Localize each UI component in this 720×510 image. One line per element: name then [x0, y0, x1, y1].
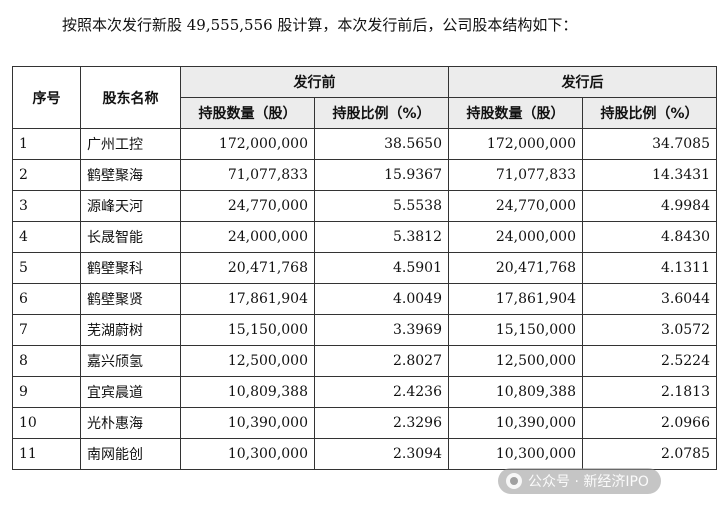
table-row: 11 南网能创 10,300,000 2.3094 10,300,000 2.0785: [12, 438, 717, 470]
wechat-channel-icon: [506, 473, 522, 489]
cell-serial-no: 4: [12, 221, 81, 253]
cell-after-shares: 10,809,388: [448, 376, 583, 408]
cell-before-shares: 10,809,388: [180, 376, 315, 408]
cell-before-ratio: 4.0049: [314, 283, 449, 315]
table-row: 6 鹤壁聚贤 17,861,904 4.0049 17,861,904 3.6044: [12, 283, 717, 315]
header-after-issuance: 发行后: [448, 66, 717, 98]
cell-before-shares: 10,390,000: [180, 407, 315, 439]
cell-after-ratio: 2.0785: [582, 438, 717, 470]
table-row: 1 广州工控 172,000,000 38.5650 172,000,000 34.708…: [12, 128, 717, 160]
cell-shareholder-name: 鹤壁聚贤: [80, 283, 181, 315]
cell-after-shares: 17,861,904: [448, 283, 583, 315]
header-before-issuance: 发行前: [180, 66, 449, 98]
cell-before-shares: 10,300,000: [180, 438, 315, 470]
cell-after-ratio: 4.9984: [582, 190, 717, 222]
cell-serial-no: 2: [12, 159, 81, 191]
cell-before-shares: 17,861,904: [180, 283, 315, 315]
cell-shareholder-name: 长晟智能: [80, 221, 181, 253]
cell-after-shares: 20,471,768: [448, 252, 583, 284]
table-subheader-row: 持股数量（股） 持股比例（%） 持股数量（股） 持股比例（%）: [13, 97, 717, 129]
cell-before-ratio: 2.3094: [314, 438, 449, 470]
table-row: 7 芜湖蔚树 15,150,000 3.3969 15,150,000 3.0572: [12, 314, 717, 346]
intro-paragraph: 按照本次发行新股 49,555,556 股计算，本次发行前后，公司股本结构如下：: [62, 16, 578, 34]
cell-serial-no: 6: [12, 283, 81, 315]
header-serial-no: 序号: [12, 66, 81, 129]
cell-serial-no: 8: [12, 345, 81, 377]
cell-shareholder-name: 鹤壁聚科: [80, 252, 181, 284]
cell-before-shares: 12,500,000: [180, 345, 315, 377]
cell-after-shares: 24,770,000: [448, 190, 583, 222]
cell-serial-no: 11: [12, 438, 81, 470]
subheader-after-ratio: 持股比例（%）: [582, 97, 717, 129]
cell-after-shares: 10,390,000: [448, 407, 583, 439]
cell-before-shares: 15,150,000: [180, 314, 315, 346]
table-row: 5 鹤壁聚科 20,471,768 4.5901 20,471,768 4.1311: [12, 252, 717, 284]
cell-before-ratio: 5.3812: [314, 221, 449, 253]
cell-serial-no: 7: [12, 314, 81, 346]
cell-serial-no: 3: [12, 190, 81, 222]
cell-before-ratio: 3.3969: [314, 314, 449, 346]
cell-after-ratio: 14.3431: [582, 159, 717, 191]
cell-before-ratio: 2.4236: [314, 376, 449, 408]
subheader-after-shares: 持股数量（股）: [448, 97, 583, 129]
cell-before-shares: 24,770,000: [180, 190, 315, 222]
cell-shareholder-name: 嘉兴颀氢: [80, 345, 181, 377]
cell-after-shares: 10,300,000: [448, 438, 583, 470]
cell-after-ratio: 4.1311: [582, 252, 717, 284]
cell-after-ratio: 2.5224: [582, 345, 717, 377]
cell-before-shares: 172,000,000: [180, 128, 315, 160]
cell-after-shares: 172,000,000: [448, 128, 583, 160]
cell-before-shares: 71,077,833: [180, 159, 315, 191]
cell-before-shares: 24,000,000: [180, 221, 315, 253]
cell-after-ratio: 3.0572: [582, 314, 717, 346]
cell-shareholder-name: 南网能创: [80, 438, 181, 470]
watermark-text: 公众号 · 新经济IPO: [528, 474, 649, 490]
cell-after-shares: 24,000,000: [448, 221, 583, 253]
subheader-before-ratio: 持股比例（%）: [314, 97, 449, 129]
table-row: 4 长晟智能 24,000,000 5.3812 24,000,000 4.8430: [12, 221, 717, 253]
cell-serial-no: 10: [12, 407, 81, 439]
watermark: 公众号 · 新经济IPO: [498, 468, 661, 494]
cell-shareholder-name: 广州工控: [80, 128, 181, 160]
cell-before-ratio: 2.8027: [314, 345, 449, 377]
table-row: 9 宜宾晨道 10,809,388 2.4236 10,809,388 2.1813: [12, 376, 717, 408]
table-row: 8 嘉兴颀氢 12,500,000 2.8027 12,500,000 2.5224: [12, 345, 717, 377]
cell-before-ratio: 15.9367: [314, 159, 449, 191]
cell-serial-no: 5: [12, 252, 81, 284]
table-body: 1 广州工控 172,000,000 38.5650 172,000,000 34.708…: [12, 128, 717, 470]
cell-after-shares: 12,500,000: [448, 345, 583, 377]
header-shareholder-name: 股东名称: [80, 66, 181, 129]
cell-after-ratio: 2.0966: [582, 407, 717, 439]
cell-after-shares: 15,150,000: [448, 314, 583, 346]
cell-after-ratio: 4.8430: [582, 221, 717, 253]
cell-shareholder-name: 源峰天河: [80, 190, 181, 222]
cell-shareholder-name: 鹤壁聚海: [80, 159, 181, 191]
table-row: 10 光朴惠海 10,390,000 2.3296 10,390,000 2.0966: [12, 407, 717, 439]
cell-before-ratio: 38.5650: [314, 128, 449, 160]
cell-serial-no: 9: [12, 376, 81, 408]
cell-after-shares: 71,077,833: [448, 159, 583, 191]
cell-shareholder-name: 宜宾晨道: [80, 376, 181, 408]
cell-before-ratio: 5.5538: [314, 190, 449, 222]
cell-before-shares: 20,471,768: [180, 252, 315, 284]
cell-serial-no: 1: [12, 128, 81, 160]
cell-before-ratio: 4.5901: [314, 252, 449, 284]
cell-before-ratio: 2.3296: [314, 407, 449, 439]
cell-after-ratio: 3.6044: [582, 283, 717, 315]
table-row: 2 鹤壁聚海 71,077,833 15.9367 71,077,833 14.3431: [12, 159, 717, 191]
cell-after-ratio: 2.1813: [582, 376, 717, 408]
cell-after-ratio: 34.7085: [582, 128, 717, 160]
subheader-before-shares: 持股数量（股）: [180, 97, 315, 129]
table-header-row: 序号 股东名称 发行前 发行后: [12, 66, 717, 129]
cell-shareholder-name: 芜湖蔚树: [80, 314, 181, 346]
share-structure-table: 序号 股东名称 发行前 发行后 持股数量（股） 持股比例（%） 持股数量（股） …: [12, 66, 717, 470]
table-row: 3 源峰天河 24,770,000 5.5538 24,770,000 4.9984: [12, 190, 717, 222]
cell-shareholder-name: 光朴惠海: [80, 407, 181, 439]
